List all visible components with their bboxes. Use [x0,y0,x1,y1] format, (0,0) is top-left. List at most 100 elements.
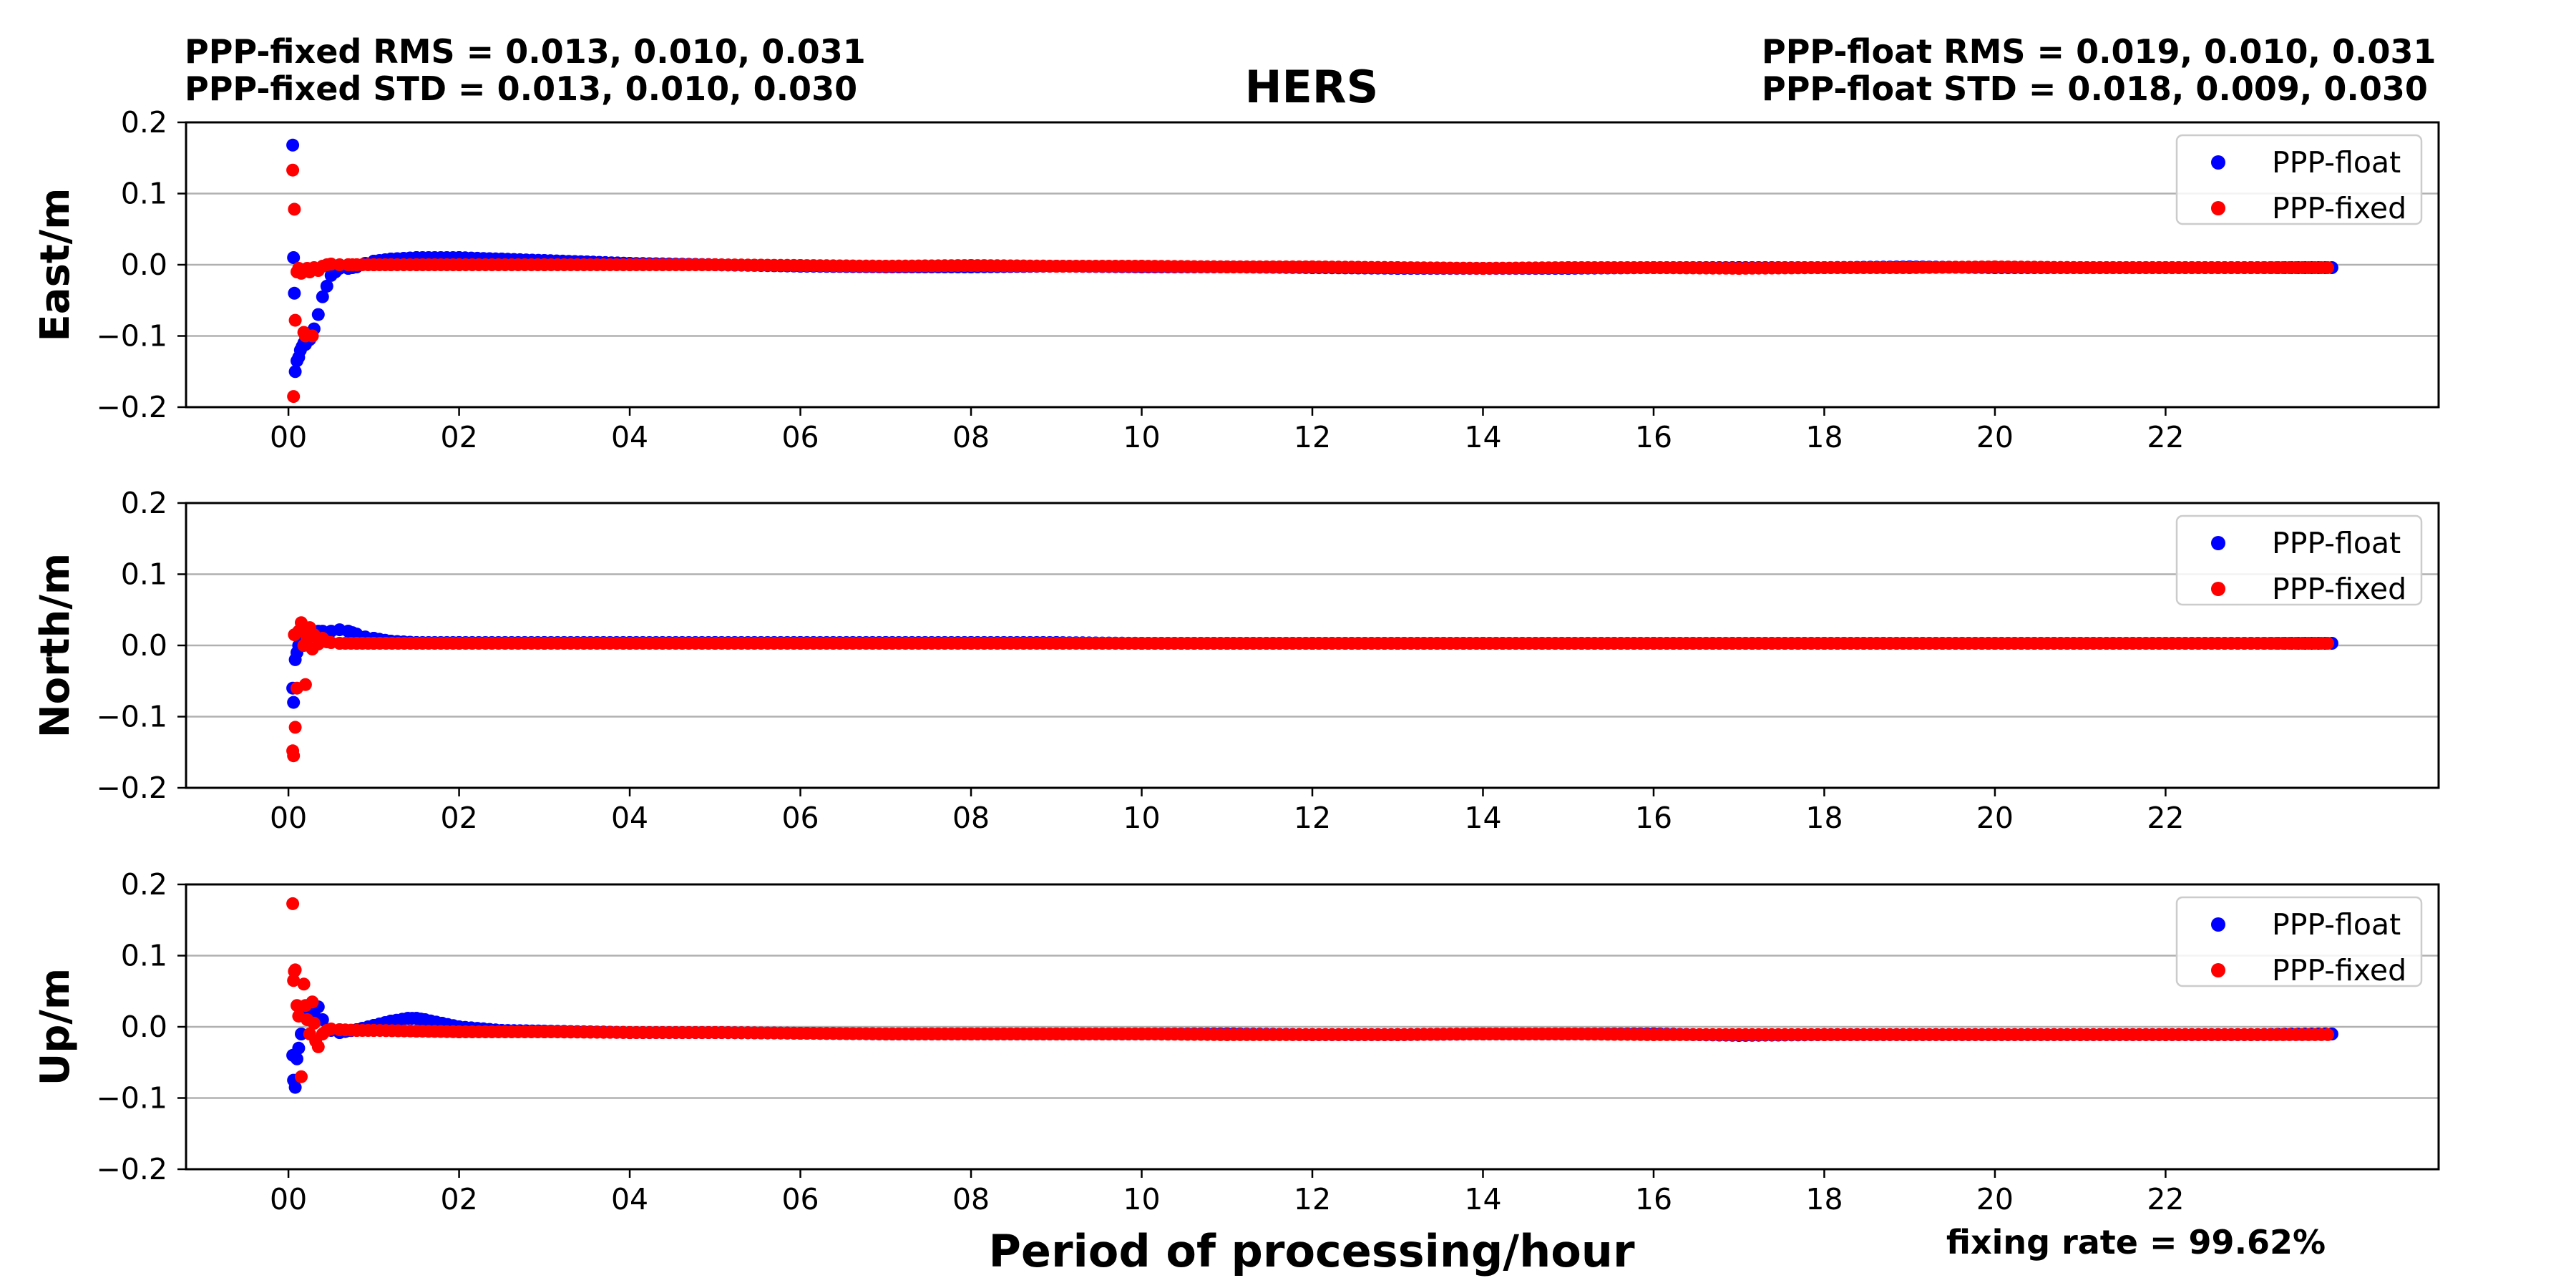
legend-label: PPP-float [2272,526,2401,560]
data-point [452,258,466,271]
x-tick-label: 18 [1805,420,1843,454]
series-fixed [286,616,2334,763]
legend-label: PPP-fixed [2272,572,2406,606]
x-tick-label: 08 [952,420,990,454]
data-point [794,1027,807,1040]
x-tick-label: 04 [611,801,648,835]
data-point [1476,637,1490,650]
x-tick-label: 20 [1976,801,2014,835]
data-point [287,390,301,404]
x-tick-label: 18 [1805,1182,1843,1216]
legend-box [2175,896,2423,987]
x-tick-label: 06 [781,1182,819,1216]
y-tick-label: 0.2 [121,105,167,140]
fixed-std-text: PPP-fixed STD = 0.013, 0.010, 0.030 [185,69,857,108]
legend-label: PPP-float [2272,907,2401,942]
data-point [288,203,301,216]
data-point [287,696,301,709]
panels: 0.2 0.1 0.0 −0.1 −0.2 00 02 04 06 08 10 12 14 16 18 20 2… [32,105,2440,1216]
axes-frame [185,121,2440,409]
data-point [1476,1028,1490,1040]
legend-label: PPP-fixed [2272,953,2406,987]
data-point [1988,637,2001,650]
data-point [623,637,637,650]
series-fixed [286,897,2334,1083]
data-point [288,1080,302,1094]
y-tick-label: −0.1 [96,1081,167,1116]
data-point [316,290,329,303]
data-point [2321,1028,2334,1041]
data-point [452,637,466,650]
data-point [794,637,807,650]
data-point [879,1028,892,1040]
data-point [879,637,892,650]
y-tick-label: 0.2 [121,486,167,520]
panel-1: 0.2 0.1 0.0 −0.1 −0.2 00 02 04 06 08 10 12 14 16 18 20 2… [32,486,2440,835]
x-tick-label: 04 [611,1182,648,1216]
data-point [1135,1028,1148,1040]
data-point [320,279,333,293]
x-tick-label: 10 [1123,1182,1160,1216]
data-point [288,365,302,379]
data-point [1561,261,1575,274]
data-point [1903,1028,1916,1041]
data-point [2244,1028,2258,1041]
x-tick-label: 12 [1294,801,1331,835]
axes-frame [185,502,2440,789]
data-point [2321,637,2334,650]
data-point [708,1026,722,1039]
data-point [1732,637,1746,650]
x-tick-label: 10 [1123,801,1160,835]
data-point [306,329,319,343]
data-point [965,259,977,272]
series-fixed [286,163,2334,404]
panel-0: 0.2 0.1 0.0 −0.1 −0.2 00 02 04 06 08 10 12 14 16 18 20 2… [32,105,2440,454]
y-tick-label: 0.0 [121,248,167,282]
data-point [1306,1028,1319,1041]
data-point [1988,1028,2001,1041]
data-point [708,258,722,271]
x-tick-label: 16 [1635,1182,1672,1216]
data-point [1732,1028,1746,1041]
data-point [2159,1028,2172,1041]
data-point [2074,1028,2087,1041]
y-tick-label: −0.2 [96,771,167,805]
x-tick-label: 20 [1976,420,2014,454]
data-point [1647,637,1660,650]
data-point [1903,261,1916,274]
data-point [1391,637,1405,650]
data-point [1818,1028,1831,1041]
data-point [1476,262,1490,275]
series-float [286,138,2338,379]
data-point [1647,261,1660,274]
x-tick-label: 14 [1464,420,1501,454]
legend-marker [2211,582,2225,596]
data-point [288,721,302,734]
data-point [288,963,302,977]
y-axis-label: Up/m [32,968,79,1085]
data-point [286,897,300,910]
x-tick-label: 12 [1294,420,1331,454]
data-point [350,1024,364,1037]
data-point [2074,637,2087,650]
x-tick-label: 08 [952,801,990,835]
y-axis-label: East/m [32,188,79,342]
data-point [1220,1028,1234,1041]
x-tick-label: 02 [440,801,477,835]
data-point [418,1013,431,1026]
data-point [2074,261,2087,274]
data-point [2244,637,2258,650]
x-tick-label: 18 [1805,801,1843,835]
data-point [287,749,301,763]
data-point [1647,1028,1660,1041]
float-std-text: PPP-float STD = 0.018, 0.009, 0.030 [1762,69,2428,108]
data-point [311,308,325,321]
data-point [708,637,722,650]
x-tick-label: 22 [2147,420,2184,454]
legend-box [2175,134,2423,225]
legend-marker [2211,917,2225,932]
data-point [537,637,551,650]
y-tick-label: 0.0 [121,1010,167,1044]
x-tick-label: 06 [781,801,819,835]
